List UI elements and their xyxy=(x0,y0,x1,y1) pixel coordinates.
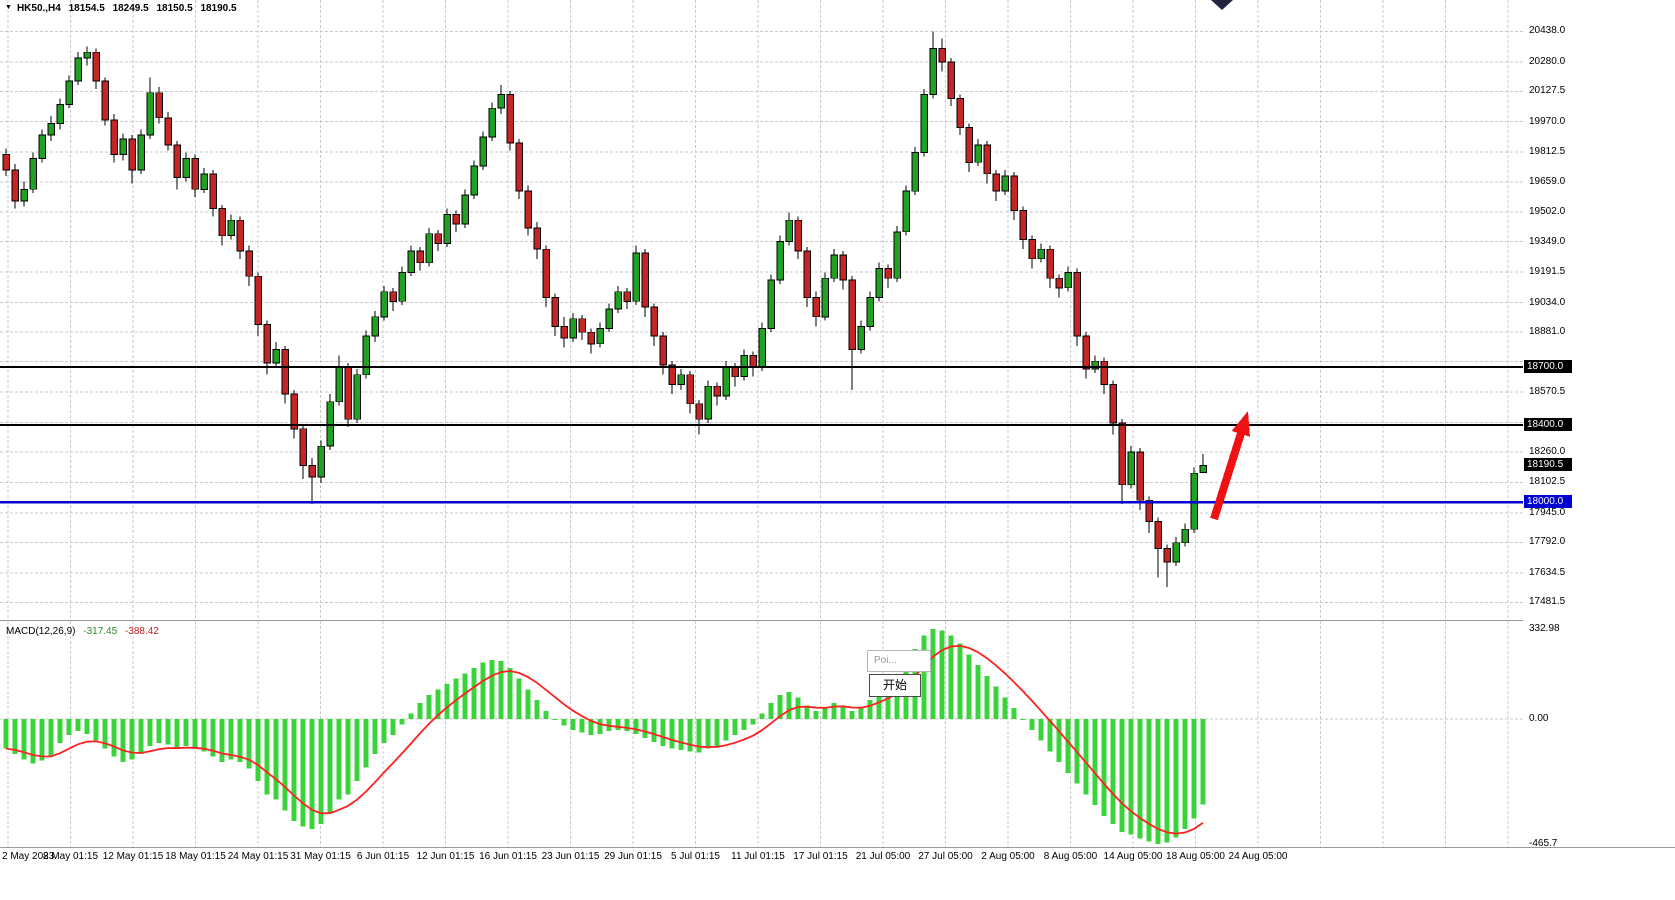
time-tick-label: 16 Jun 01:15 xyxy=(479,851,537,862)
macd-grid-layer xyxy=(0,621,1523,847)
high-value: 18249.5 xyxy=(112,3,149,14)
grid-layer xyxy=(0,0,1523,618)
symbol-dropdown-icon[interactable]: ▼ xyxy=(5,4,12,11)
time-tick-label: 21 Jul 05:00 xyxy=(855,851,911,862)
time-tick-label: 6 Jun 01:15 xyxy=(356,851,410,862)
price-tick-label: 19034.0 xyxy=(1529,296,1566,308)
symbol-timeframe-label: HK50.,H4 xyxy=(16,3,61,14)
price-tick-label: 17634.5 xyxy=(1529,566,1566,578)
price-tick-label: 18102.5 xyxy=(1529,476,1566,488)
time-tick-label: 14 Aug 05:00 xyxy=(1103,851,1163,862)
time-tick-label: 2 May 2023 xyxy=(2,851,55,862)
level-lines-layer[interactable] xyxy=(0,365,1523,504)
tooltip-text: Poi... xyxy=(874,655,897,666)
price-tick-label: 19659.0 xyxy=(1529,175,1566,187)
macd-label: MACD(12,26,9) xyxy=(6,626,76,637)
price-tick-label: 18570.5 xyxy=(1529,386,1566,397)
price-tick-label: 17792.0 xyxy=(1529,536,1566,548)
open-value: 18154.5 xyxy=(68,3,105,14)
time-tick-label: 17 Jul 01:15 xyxy=(793,851,848,862)
macd-signal-value: -388.42 xyxy=(124,626,159,637)
close-value: 18190.5 xyxy=(200,3,237,14)
macd-scale-max: 332.98 xyxy=(1529,623,1560,634)
time-tick-label: 8 Aug 05:00 xyxy=(1043,851,1098,862)
macd-scale-min: -465.7 xyxy=(1529,838,1558,849)
price-tick-label: 19812.5 xyxy=(1529,146,1566,158)
time-tick-label: 12 May 01:15 xyxy=(102,851,164,862)
price-tick-label: 19970.0 xyxy=(1529,115,1566,127)
start-button[interactable]: 开始 xyxy=(869,674,921,697)
main-chart-canvas[interactable] xyxy=(0,0,1523,619)
time-tick-label: 27 Jul 05:00 xyxy=(918,851,973,862)
time-tick-label: 5 Jul 01:15 xyxy=(671,851,720,862)
time-tick-label: 8 May 01:15 xyxy=(42,851,99,862)
symbol-ohlc-readout: ▼ HK50.,H4 18154.5 18249.5 18150.5 18190.… xyxy=(5,3,242,14)
time-tick-label: 18 May 01:15 xyxy=(165,851,226,862)
price-tick-label: 19349.0 xyxy=(1529,235,1566,247)
macd-readout: MACD(12,26,9) -317.45 -388.42 xyxy=(6,626,164,637)
price-tick-label: 18881.0 xyxy=(1529,326,1566,337)
price-tick-label: 17481.5 xyxy=(1529,596,1566,608)
time-tick-label: 23 Jun 01:15 xyxy=(541,851,600,862)
time-tick-label: 24 May 01:15 xyxy=(227,851,289,862)
price-badge: 18400.0 xyxy=(1524,418,1572,431)
trend-arrow[interactable] xyxy=(1210,411,1250,521)
time-tick-label: 12 Jun 01:15 xyxy=(416,851,475,862)
time-axis[interactable]: 2 May 2023 8 May 01:15 12 May 01:15 18 May … xyxy=(0,849,1675,869)
time-tick-label: 2 Aug 05:00 xyxy=(981,851,1035,862)
macd-main-value: -317.45 xyxy=(83,626,118,637)
time-axis-divider xyxy=(0,847,1675,848)
price-badge: 18190.5 xyxy=(1524,458,1572,472)
low-value: 18150.5 xyxy=(156,3,193,14)
time-tick-label: 24 Aug 05:00 xyxy=(1228,851,1288,862)
price-tick-label: 19191.5 xyxy=(1529,266,1566,278)
chart-shift-marker[interactable] xyxy=(1211,0,1233,10)
price-axis[interactable]: 20438.0 20280.0 20127.5 19970.0 19812.5 19659… xyxy=(1523,0,1675,847)
price-tick-label: 17945.0 xyxy=(1529,506,1566,518)
tooltip-popup: Poi... xyxy=(867,650,931,672)
macd-scale-zero: 0.00 xyxy=(1529,713,1549,724)
price-tick-label: 19502.0 xyxy=(1529,206,1566,218)
panel-divider[interactable] xyxy=(0,620,1675,621)
start-button-label: 开始 xyxy=(882,678,907,692)
macd-signal-line[interactable] xyxy=(5,644,1204,835)
macd-panel-canvas[interactable] xyxy=(0,621,1523,847)
price-tick-label: 20280.0 xyxy=(1529,55,1566,67)
candles-layer[interactable] xyxy=(2,31,1207,588)
time-tick-label: 31 May 01:15 xyxy=(290,851,351,862)
time-tick-label: 29 Jun 01:15 xyxy=(604,851,662,862)
macd-histogram[interactable] xyxy=(3,628,1206,844)
price-tick-label: 20127.5 xyxy=(1529,85,1566,97)
time-tick-label: 18 Aug 05:00 xyxy=(1166,851,1225,862)
price-badge: 18000.0 xyxy=(1524,495,1572,509)
price-tick-label: 20438.0 xyxy=(1529,25,1566,37)
price-tick-label: 18260.0 xyxy=(1529,446,1566,457)
time-tick-label: 11 Jul 01:15 xyxy=(731,851,785,862)
price-badge: 18700.0 xyxy=(1524,360,1572,373)
